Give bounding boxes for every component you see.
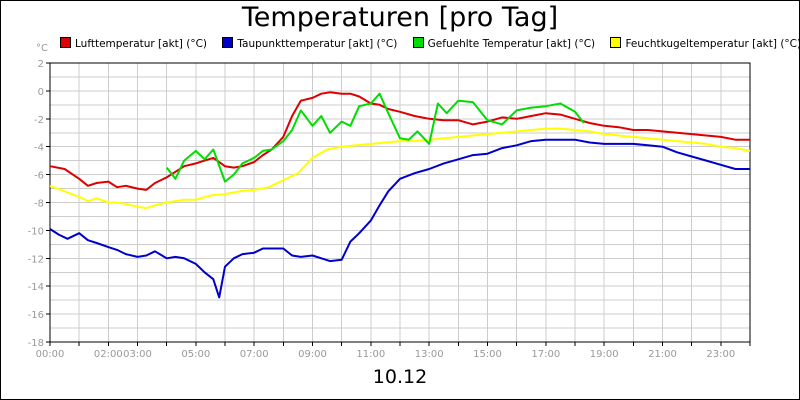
x-tick-label: 00:00 — [36, 349, 65, 360]
legend-item-lufttemperatur: Lufttemperatur [akt] (°C) — [60, 37, 207, 51]
y-tick-label: -10 — [28, 226, 44, 237]
y-axis-label: °C — [36, 43, 48, 54]
y-tick-label: -12 — [28, 254, 44, 265]
series-line-2 — [165, 92, 585, 183]
legend-swatch-blue — [222, 37, 234, 48]
series-line-3 — [49, 127, 751, 210]
x-tick-label: 21:00 — [648, 349, 677, 360]
series-line-0 — [49, 91, 750, 191]
x-tick-label: 23:00 — [706, 349, 735, 360]
chart-date-label: 10.12 — [372, 366, 428, 388]
x-tick-label: 19:00 — [590, 349, 619, 360]
x-tick-label: 09:00 — [298, 349, 327, 360]
legend-item-gefuehlte-temperatur: Gefuehlte Temperatur [akt] (°C) — [412, 37, 596, 51]
y-tick-label: -14 — [28, 282, 44, 293]
chart-legend: Lufttemperatur [akt] (°C) Taupunkttemper… — [60, 37, 800, 51]
x-tick-label: 03:00 — [123, 349, 152, 360]
legend-swatch-green — [412, 37, 424, 48]
y-tick-label: -18 — [28, 338, 44, 349]
legend-item-taupunkttemperatur: Taupunkttemperatur [akt] (°C) — [222, 37, 397, 51]
x-tick-label: 17:00 — [531, 349, 560, 360]
x-tick-label: 13:00 — [415, 349, 444, 360]
x-tick-label: 15:00 — [473, 349, 502, 360]
y-tick-label: -16 — [28, 310, 44, 321]
legend-label: Taupunkttemperatur [akt] (°C) — [237, 38, 398, 50]
x-tick-label: 07:00 — [240, 349, 269, 360]
chart-title: Temperaturen [pro Tag] — [241, 2, 559, 33]
legend-label: Lufttemperatur [akt] (°C) — [75, 38, 207, 50]
legend-item-feuchtkugeltemperatur: Feuchtkugeltemperatur [akt] (°C) — [610, 37, 800, 51]
legend-swatch-yellow — [610, 37, 622, 48]
y-tick-label: 2 — [38, 59, 44, 70]
legend-label: Gefuehlte Temperatur [akt] (°C) — [427, 38, 596, 50]
x-tick-label: 05:00 — [181, 349, 210, 360]
y-tick-label: 0 — [38, 87, 44, 98]
y-tick-label: -8 — [34, 199, 44, 210]
series-line-1 — [49, 138, 750, 299]
x-tick-label: 02:00 — [94, 349, 123, 360]
x-tick-label: 11:00 — [356, 349, 385, 360]
legend-swatch-red — [60, 37, 71, 48]
y-tick-label: -6 — [34, 171, 44, 182]
legend-label: Feuchtkugeltemperatur [akt] (°C) — [625, 38, 800, 50]
y-tick-label: -4 — [34, 143, 44, 154]
y-tick-label: -2 — [34, 115, 44, 126]
